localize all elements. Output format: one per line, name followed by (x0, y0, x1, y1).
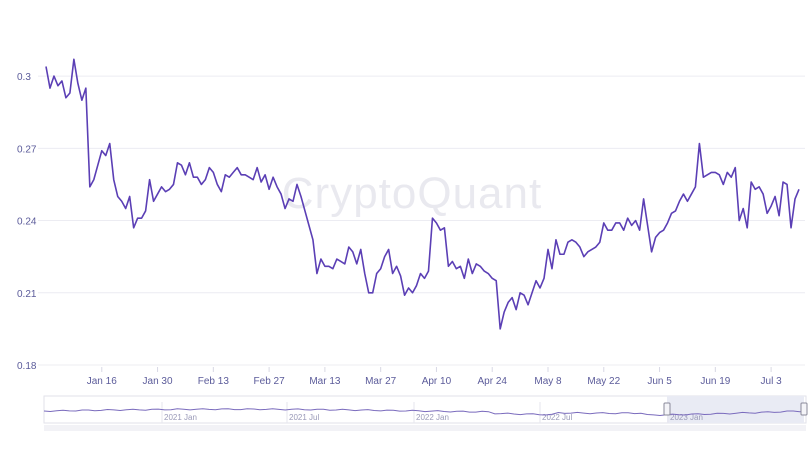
navigator-scrollbar[interactable] (44, 425, 806, 431)
x-tick-label: Mar 13 (309, 376, 341, 387)
x-tick-label: Jan 30 (143, 376, 173, 387)
navigator-label: 2023 Jan (670, 413, 703, 422)
navigator-handle-left[interactable] (663, 402, 671, 416)
y-axis: 0.18 0.21 0.24 0.27 0.3 (17, 72, 37, 372)
x-tick-label: Feb 13 (198, 376, 230, 387)
navigator-handle-right[interactable] (800, 402, 808, 416)
x-tick-label: Feb 27 (254, 376, 286, 387)
x-tick-label: Apr 24 (477, 376, 507, 387)
series-line (45, 58, 800, 330)
x-tick-label: Jun 5 (647, 376, 672, 387)
x-tick-label: Jan 16 (87, 376, 117, 387)
x-tick-label: May 22 (587, 376, 620, 387)
navigator-label: 2022 Jan (416, 413, 449, 422)
x-tick-label: Mar 27 (365, 376, 397, 387)
watermark: CryptoQuant (282, 169, 542, 218)
x-tick-label: Apr 10 (422, 376, 452, 387)
grid (38, 75, 805, 366)
navigator-label: 2021 Jan (164, 413, 197, 422)
navigator-label: 2022 Jul (542, 413, 572, 422)
x-tick-label: May 8 (534, 376, 562, 387)
navigator-label: 2021 Jul (289, 413, 319, 422)
y-tick-label: 0.27 (17, 144, 37, 155)
y-tick-label: 0.18 (17, 361, 37, 372)
x-tick-label: Jun 19 (700, 376, 730, 387)
x-axis: Jan 16 Jan 30 Feb 13 Feb 27 Mar 13 Mar 27 Apr … (87, 367, 783, 387)
navigator-series (43, 408, 807, 417)
y-tick-label: 0.3 (17, 72, 31, 83)
range-navigator[interactable]: 2021 Jan 2021 Jul 2022 Jan 2022 Jul 2023 Jan (43, 395, 808, 431)
y-tick-label: 0.24 (17, 217, 37, 228)
x-tick-label: Jul 3 (761, 376, 783, 387)
navigator-selection[interactable] (667, 396, 804, 423)
y-tick-label: 0.21 (17, 289, 37, 300)
